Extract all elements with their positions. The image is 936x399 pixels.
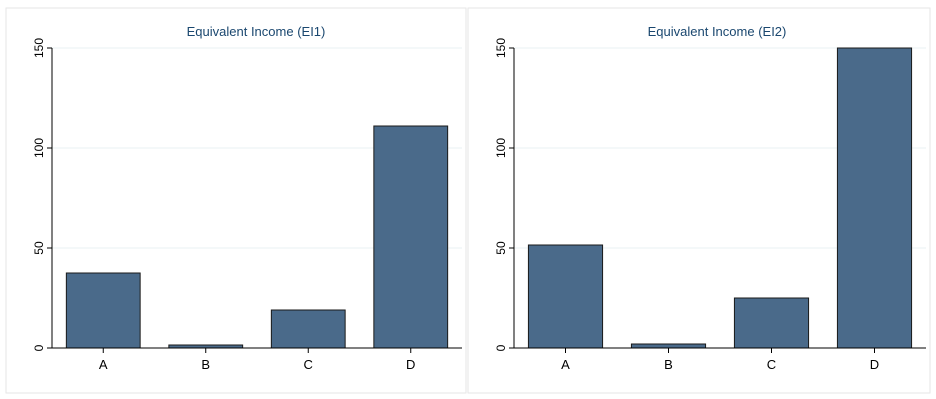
panel-ei2-bars: [527, 47, 913, 349]
panel-ei2-x-tick-label: B: [664, 357, 673, 372]
panel-ei2: Equivalent Income (EI2) 0 50 100 150 A B C D: [467, 7, 931, 394]
panel-ei2-x-tick-label: C: [767, 357, 776, 372]
panel-ei1-bar-a: [65, 272, 141, 349]
panel-ei2-y-tick-label: 150: [494, 38, 508, 58]
panel-ei2-bar-a: [527, 244, 604, 349]
panel-ei1-y-tick-label: 50: [32, 241, 46, 255]
panel-ei1-title: Equivalent Income (EI1): [187, 24, 326, 39]
panel-ei1-bar-c: [270, 309, 346, 349]
panel-ei1-bar-d: [373, 125, 449, 349]
panel-ei1: Equivalent Income (EI1) 0 50 100 150 A B C D: [5, 7, 467, 394]
panel-ei2-bar-c: [733, 297, 810, 349]
panel-ei1-x-tick-label: B: [201, 357, 210, 372]
panel-ei2-bar-b: [630, 343, 707, 349]
panel-ei2-bar-d: [836, 47, 913, 349]
panel-ei2-y-tick-label: 0: [494, 344, 508, 351]
panel-ei1-x-tick-label: C: [304, 357, 313, 372]
panel-ei1-x-axis: A B C D: [52, 347, 462, 372]
panel-ei1-bars: [65, 125, 449, 349]
panel-ei1-y-tick-label: 100: [32, 138, 46, 158]
panel-ei2-x-tick-label: A: [561, 357, 570, 372]
panel-ei2-x-tick-label: D: [870, 357, 879, 372]
panel-ei2-y-axis: 0 50 100 150: [494, 38, 515, 351]
panel-ei2-y-tick-label: 50: [494, 241, 508, 255]
panel-ei1-y-tick-label: 150: [32, 38, 46, 58]
panel-ei1-y-axis: 0 50 100 150: [32, 38, 53, 351]
panel-ei1-x-tick-label: A: [99, 357, 108, 372]
panel-ei1-x-tick-label: D: [406, 357, 415, 372]
panel-ei2-y-tick-label: 100: [494, 138, 508, 158]
panel-ei2-x-axis: A B C D: [514, 347, 926, 372]
panel-ei1-y-tick-label: 0: [32, 344, 46, 351]
panel-ei2-title: Equivalent Income (EI2): [648, 24, 787, 39]
